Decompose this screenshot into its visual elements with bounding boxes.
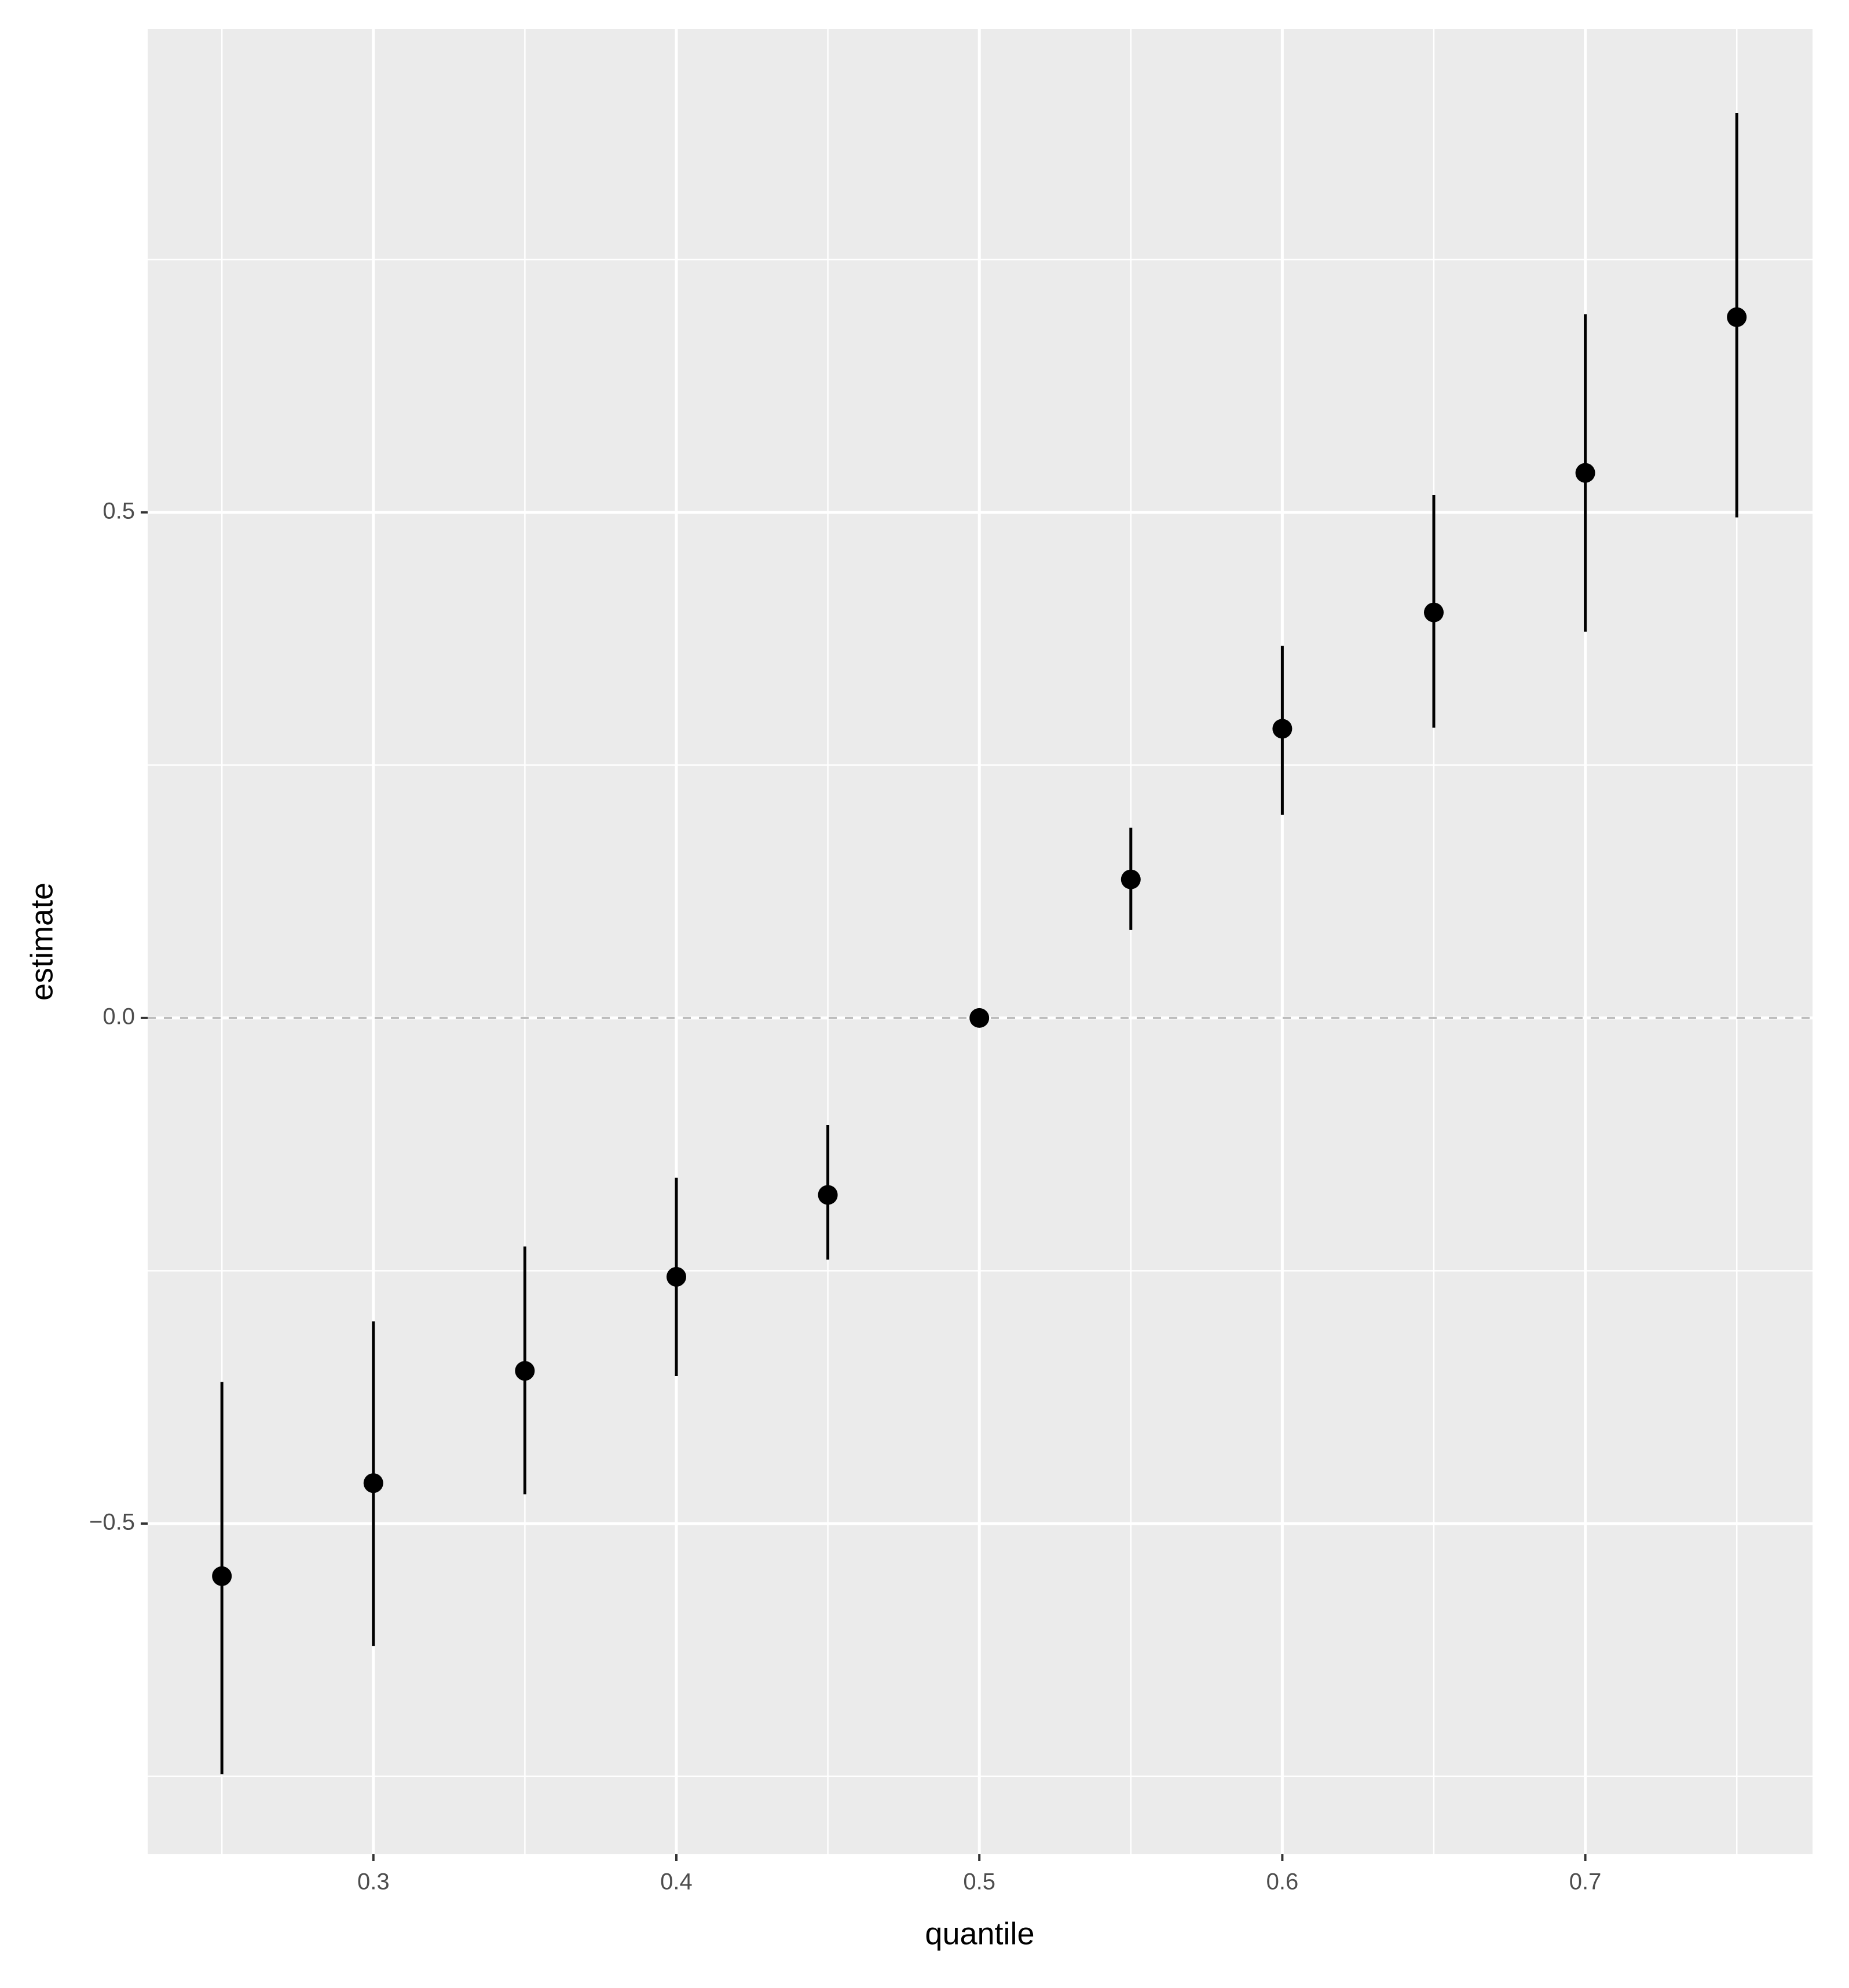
point (212, 1566, 232, 1586)
x-tick-label: 0.3 (357, 1869, 390, 1895)
x-tick-label: 0.6 (1266, 1869, 1299, 1895)
point (1121, 869, 1141, 889)
point (818, 1185, 838, 1205)
point (363, 1473, 383, 1493)
point (1272, 719, 1293, 739)
point (1575, 463, 1595, 483)
y-tick-label: −0.5 (89, 1510, 135, 1535)
point (1423, 602, 1444, 623)
y-tick-label: 0.5 (102, 498, 135, 523)
x-tick-label: 0.5 (963, 1869, 995, 1895)
x-tick-label: 0.4 (660, 1869, 693, 1895)
point (969, 1008, 990, 1028)
x-axis-title: quantile (925, 1916, 1034, 1951)
point (666, 1266, 686, 1287)
x-tick-label: 0.7 (1569, 1869, 1602, 1895)
y-axis-title: estimate (24, 883, 59, 1001)
point (1727, 307, 1747, 327)
point (515, 1361, 535, 1381)
y-tick-label: 0.0 (102, 1004, 135, 1029)
